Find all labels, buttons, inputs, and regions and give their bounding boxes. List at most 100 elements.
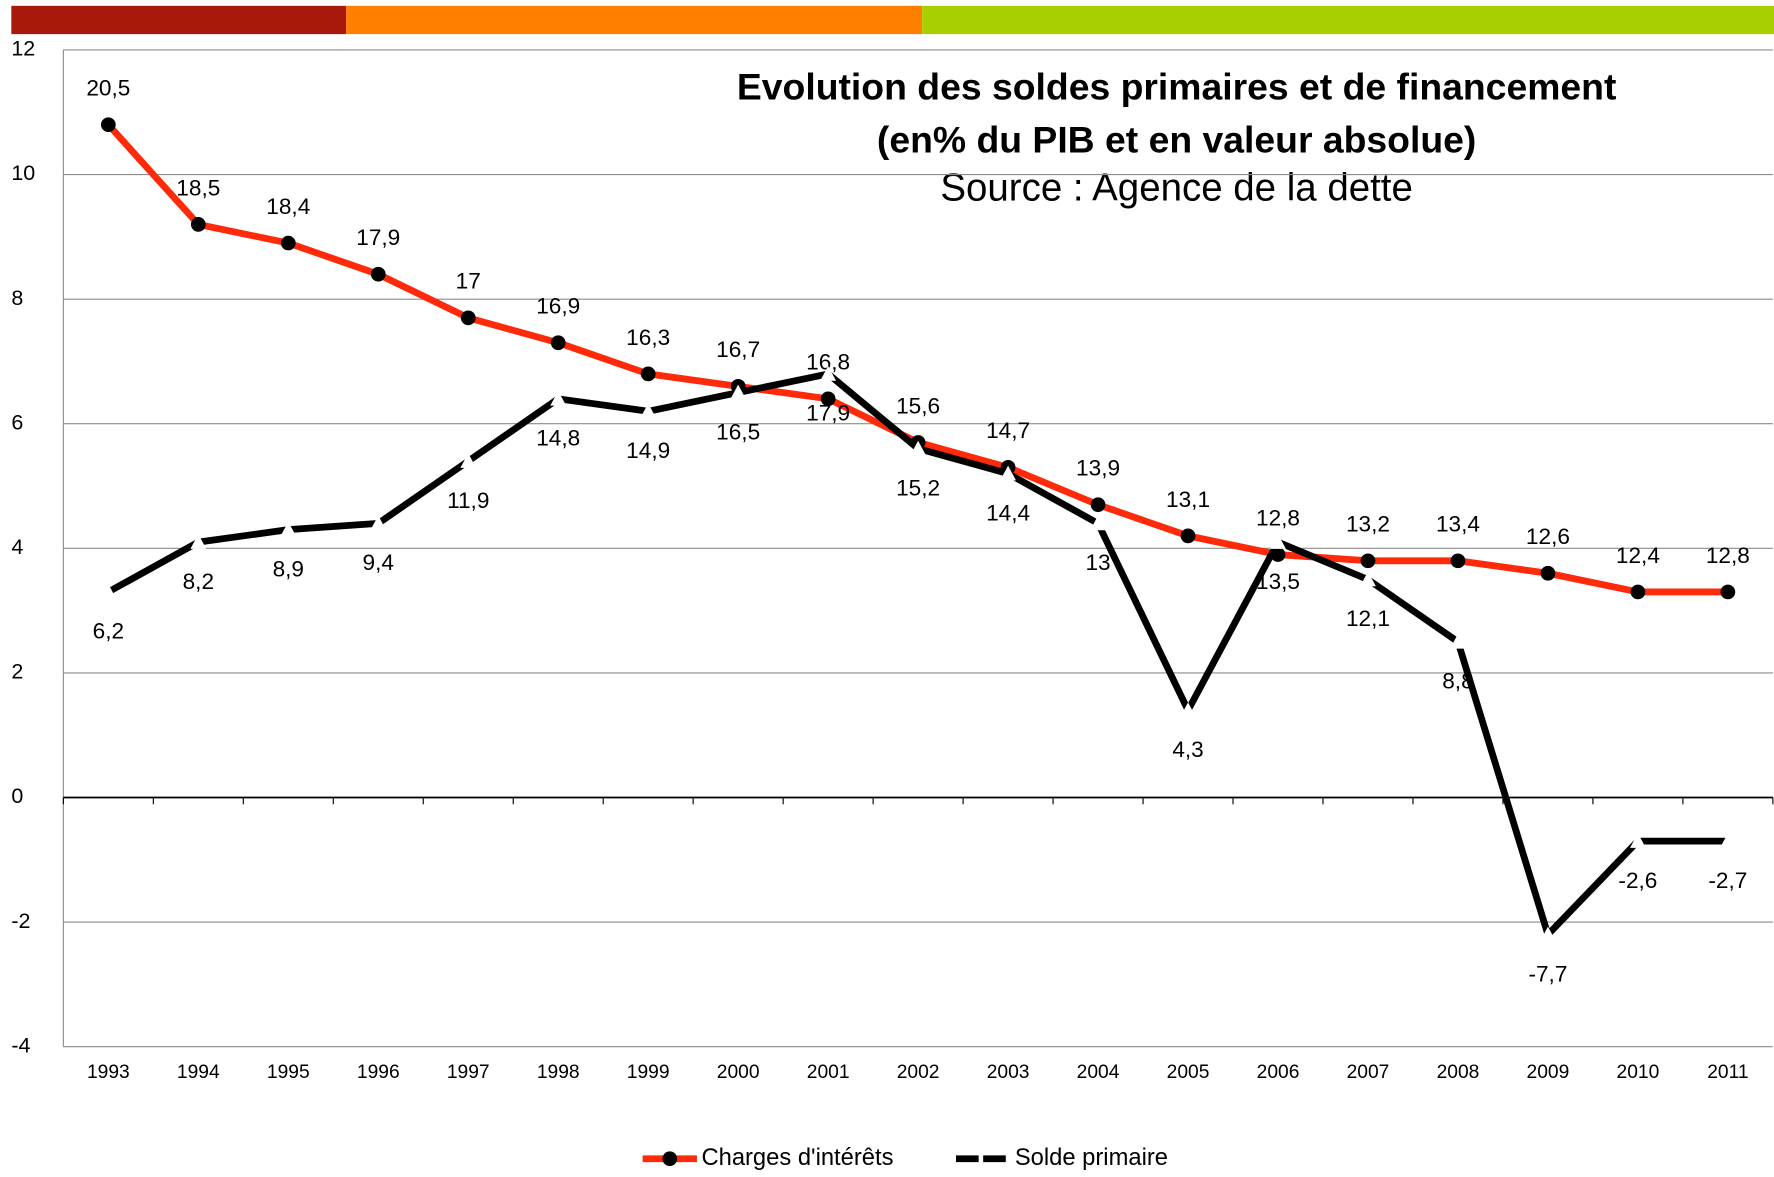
marker — [370, 266, 386, 282]
x-tick-label: 2008 — [1437, 1062, 1480, 1083]
data-label: 17,9 — [356, 225, 400, 250]
data-label: 16,5 — [716, 419, 760, 444]
data-label: 14,8 — [536, 426, 580, 451]
data-label: 15,2 — [896, 475, 940, 500]
data-label: 9,4 — [363, 550, 394, 575]
data-label: 4,3 — [1172, 737, 1203, 762]
data-label: 17 — [456, 269, 481, 294]
marker — [640, 366, 656, 382]
data-label: 13,2 — [1346, 512, 1390, 537]
data-label: 13,1 — [1166, 487, 1210, 512]
marker — [910, 440, 927, 456]
y-tick-label: 8 — [11, 286, 23, 310]
data-label: 12,6 — [1526, 524, 1570, 549]
chart-subtitle: (en% du PIB et en valeur absolue) — [877, 119, 1476, 161]
marker — [550, 335, 566, 351]
x-tick-label: 2009 — [1527, 1062, 1570, 1083]
y-tick-label: 12 — [11, 37, 35, 61]
x-tick-label: 2002 — [897, 1062, 940, 1083]
x-tick-label: 2005 — [1167, 1062, 1210, 1083]
marker — [1360, 571, 1376, 587]
marker — [730, 384, 747, 400]
data-label: 14,7 — [986, 418, 1030, 443]
data-label: 8,2 — [183, 569, 214, 594]
x-tick-label: 1994 — [177, 1062, 220, 1083]
marker — [1090, 515, 1106, 531]
series-line — [105, 122, 1728, 596]
data-label: 17,9 — [806, 401, 850, 426]
data-label: 11,9 — [447, 488, 489, 513]
data-label: 18,5 — [176, 175, 220, 200]
marker — [1000, 465, 1017, 481]
data-label: 12,8 — [1706, 543, 1750, 568]
x-tick-label: 2007 — [1347, 1062, 1390, 1083]
data-label: 13 — [1085, 550, 1110, 575]
y-tick-label: 0 — [11, 784, 23, 808]
x-tick-label: 1999 — [627, 1062, 670, 1083]
marker — [460, 453, 477, 468]
marker — [550, 390, 567, 406]
data-label: 8,8 — [1442, 668, 1473, 693]
x-tick-label: 2004 — [1077, 1062, 1120, 1083]
marker — [1629, 833, 1646, 848]
marker — [1540, 565, 1556, 581]
marker — [1540, 926, 1556, 942]
marker — [820, 365, 837, 381]
y-tick-label: 2 — [11, 660, 23, 684]
data-label: 13,4 — [1436, 512, 1480, 537]
data-label: 12,8 — [1256, 505, 1300, 530]
marker — [1450, 633, 1466, 649]
marker — [640, 403, 657, 419]
marker — [460, 310, 476, 326]
data-label: 12,1 — [1346, 606, 1390, 631]
marker — [1180, 528, 1196, 544]
marker — [1720, 584, 1736, 600]
data-label: 13,5 — [1256, 569, 1300, 594]
data-label: 18,4 — [266, 194, 310, 219]
x-tick-label: 2000 — [717, 1062, 760, 1083]
marker — [280, 521, 297, 537]
legend-label: Solde primaire — [1015, 1144, 1168, 1171]
data-label: 16,7 — [716, 337, 760, 362]
marker — [1180, 702, 1196, 718]
marker — [280, 235, 296, 251]
marker — [370, 515, 387, 531]
marker — [1719, 833, 1736, 848]
data-label: -7,7 — [1528, 961, 1567, 986]
marker — [1450, 553, 1466, 569]
chart-source: Source : Agence de la dette — [940, 166, 1412, 209]
marker — [190, 217, 206, 232]
y-tick-label: 10 — [11, 161, 35, 185]
data-label: 12,4 — [1616, 543, 1660, 568]
legend-item: Charges d'intérêts — [642, 1144, 894, 1171]
x-tick-label: 2006 — [1257, 1062, 1300, 1083]
data-label: 8,9 — [273, 556, 304, 581]
marker — [1270, 547, 1286, 562]
marker — [1630, 584, 1646, 600]
data-label: 20,5 — [86, 76, 130, 101]
header-band — [346, 5, 923, 35]
x-tick-label: 2010 — [1617, 1062, 1660, 1083]
marker — [100, 584, 117, 599]
x-tick-label: 1996 — [357, 1062, 400, 1083]
chart-title: Evolution des soldes primaires et de fin… — [737, 65, 1617, 107]
y-tick-label: 4 — [11, 535, 23, 559]
legend-item: Solde primaire — [956, 1144, 1168, 1171]
y-tick-label: -4 — [11, 1033, 30, 1057]
data-label: 13,9 — [1076, 456, 1120, 481]
marker — [190, 534, 207, 549]
series-line — [106, 370, 1728, 938]
data-label: 16,3 — [626, 325, 670, 350]
data-label: 6,2 — [93, 619, 124, 644]
y-tick-label: -2 — [11, 909, 30, 933]
x-tick-label: 2011 — [1707, 1062, 1748, 1083]
x-tick-label: 1998 — [537, 1062, 580, 1083]
x-tick-label: 1997 — [447, 1062, 490, 1083]
x-tick-label: 1995 — [267, 1062, 310, 1083]
x-tick-label: 2003 — [987, 1062, 1030, 1083]
data-label: -2,6 — [1618, 868, 1657, 893]
y-tick-label: 6 — [11, 410, 23, 434]
marker — [1360, 553, 1376, 569]
marker — [100, 117, 116, 133]
